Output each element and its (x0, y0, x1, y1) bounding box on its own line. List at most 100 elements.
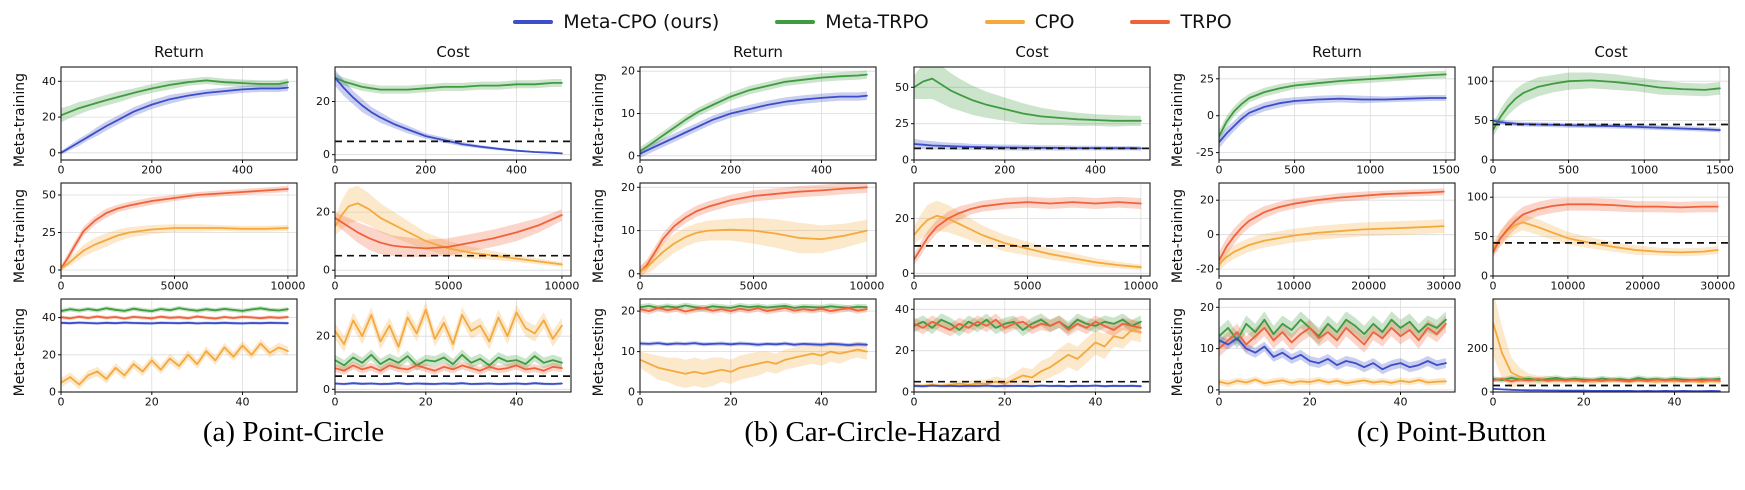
legend-line-meta-trpo (775, 20, 816, 24)
row-label: Meta-testing (1169, 296, 1186, 408)
plot-panel: 0 20 40 0 20 (316, 298, 572, 409)
plot-panel: 0 200 400 0 25 50 (895, 66, 1151, 177)
legend-label: Meta-CPO (ours) (563, 11, 720, 33)
svg-text:5000: 5000 (740, 280, 768, 293)
svg-text:0: 0 (332, 396, 339, 409)
svg-text:5000: 5000 (161, 280, 189, 293)
legend-line-trpo (1130, 20, 1171, 24)
svg-text:10000: 10000 (849, 280, 884, 293)
svg-text:0: 0 (1207, 383, 1214, 396)
svg-text:20: 20 (1200, 194, 1214, 207)
svg-text:0: 0 (58, 396, 65, 409)
svg-text:20: 20 (316, 206, 330, 219)
legend-line-cpo (984, 20, 1025, 24)
plot-panel-cell: 0 500 1000 1500 -25 0 25 (1190, 64, 1460, 177)
svg-text:0: 0 (911, 164, 918, 177)
row-label-text: Meta-training (590, 72, 607, 168)
svg-text:50: 50 (895, 81, 909, 94)
plot-panel-cell: 0 200 400 0 20 40 (32, 64, 302, 177)
svg-text:50: 50 (1474, 230, 1488, 243)
svg-text:5000: 5000 (435, 280, 463, 293)
plot-panel: 0 20 40 0 10 20 (1200, 298, 1456, 409)
figure-group-point-button: Return Cost Meta-training 0 500 1000 1500 -25 0 2… (1168, 42, 1736, 449)
plot-panel-cell: 0 200 400 0 20 (306, 64, 576, 177)
legend-label: Meta-TRPO (825, 11, 929, 33)
svg-text:-20: -20 (1196, 263, 1214, 276)
svg-text:20: 20 (621, 65, 635, 78)
legend-line-meta-cpo (513, 20, 554, 24)
svg-text:20: 20 (998, 396, 1012, 409)
svg-text:1500: 1500 (1432, 164, 1460, 177)
plot-panel: 0 5000 10000 0 10 20 (621, 181, 884, 293)
svg-text:40: 40 (236, 396, 250, 409)
svg-text:20: 20 (1303, 396, 1317, 409)
svg-text:20000: 20000 (1625, 280, 1660, 293)
svg-text:10000: 10000 (544, 280, 579, 293)
svg-text:10: 10 (621, 345, 635, 358)
row-label-text: Meta-training (590, 188, 607, 284)
grid-corner-spacer (1169, 42, 1186, 60)
svg-text:0: 0 (49, 264, 56, 277)
svg-text:20: 20 (316, 95, 330, 108)
panel-grid-a: Return Cost Meta-training 0 200 400 0 20 40 0 200 4… (11, 42, 580, 409)
row-label: Meta-testing (11, 296, 28, 408)
plot-panel-cell: 0 5000 10000 0 10 20 (611, 180, 884, 293)
figure-group-point-circle: Return Cost Meta-training 0 200 400 0 20 40 0 200 4… (10, 42, 580, 449)
svg-text:200: 200 (141, 164, 162, 177)
svg-text:40: 40 (1089, 396, 1103, 409)
svg-text:0: 0 (902, 386, 909, 399)
row-label: Meta-training (590, 64, 607, 176)
svg-text:-25: -25 (1196, 146, 1214, 159)
svg-text:20: 20 (42, 111, 56, 124)
svg-text:40: 40 (510, 396, 524, 409)
plot-panel-cell: 0 20 40 0 20 (306, 296, 576, 409)
row-label-text: Meta-testing (11, 307, 28, 397)
plot-panel-cell: 0 10000 20000 30000 0 50 100 (1464, 180, 1735, 293)
row-label: Meta-training (11, 180, 28, 292)
plot-panel-cell: 0 20 40 0 10 20 (1190, 296, 1460, 409)
svg-text:0: 0 (1216, 396, 1223, 409)
panel-title: Return (1312, 43, 1362, 61)
svg-text:400: 400 (232, 164, 253, 177)
plot-panel-cell: 0 20 40 0 20 40 (32, 296, 302, 409)
svg-text:0: 0 (1481, 154, 1488, 167)
plot-panel: 0 200 400 0 20 (316, 66, 572, 177)
plot-panel-cell: 0 5000 10000 0 25 50 (32, 180, 305, 293)
svg-text:100: 100 (1467, 75, 1488, 88)
plot-panel: 0 200 400 0 10 20 (621, 65, 877, 177)
plot-panel: 0 20 40 0 10 20 (621, 298, 877, 409)
svg-text:0: 0 (323, 148, 330, 161)
svg-text:0: 0 (911, 396, 918, 409)
figure-root: Meta-CPO (ours) Meta-TRPO CPO TRPO Retur… (10, 11, 1736, 449)
svg-text:10000: 10000 (270, 280, 305, 293)
svg-text:5000: 5000 (1014, 280, 1042, 293)
svg-text:20: 20 (316, 330, 330, 343)
svg-text:400: 400 (506, 164, 527, 177)
svg-text:10: 10 (621, 107, 635, 120)
svg-text:25: 25 (1200, 72, 1214, 85)
legend-item-cpo: CPO (984, 11, 1075, 33)
svg-text:1500: 1500 (1706, 164, 1734, 177)
row-label: Meta-training (1169, 64, 1186, 176)
svg-text:0: 0 (1207, 228, 1214, 241)
svg-text:0: 0 (323, 383, 330, 396)
svg-text:20000: 20000 (1351, 280, 1386, 293)
svg-text:200: 200 (415, 164, 436, 177)
svg-text:0: 0 (58, 164, 65, 177)
panel-title: Cost (436, 43, 470, 61)
svg-text:0: 0 (637, 280, 644, 293)
group-caption-c: (c) Point-Button (1356, 416, 1547, 448)
plot-panel: 0 5000 10000 0 20 (895, 182, 1158, 293)
svg-text:200: 200 (720, 164, 741, 177)
svg-text:20: 20 (1577, 396, 1591, 409)
svg-text:100: 100 (1467, 191, 1488, 204)
legend-label: CPO (1034, 11, 1075, 33)
svg-text:20: 20 (1200, 301, 1214, 314)
svg-text:400: 400 (1085, 164, 1106, 177)
panel-grid-b: Return Cost Meta-training 0 200 400 0 10 20 0 200 4… (590, 42, 1159, 409)
group-caption-b: (b) Car-Circle-Hazard (744, 416, 1001, 448)
panel-title: Return (154, 43, 204, 61)
legend-item-trpo: TRPO (1130, 11, 1232, 33)
row-label-text: Meta-testing (590, 307, 607, 397)
